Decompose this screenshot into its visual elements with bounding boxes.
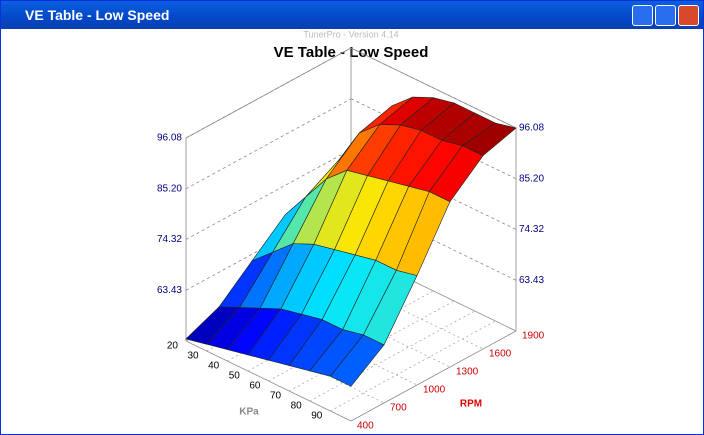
z-tick-label: 74.32 (519, 224, 544, 235)
watermark: TunerPro - Version 4.14 (303, 29, 398, 39)
floor-grid-line (185, 340, 352, 422)
x-tick-label: 50 (229, 371, 241, 382)
z-tick-label: 63.43 (157, 285, 182, 296)
y-tick-label: 1000 (423, 385, 446, 396)
y-tick-label: 700 (390, 403, 407, 414)
floor-grid-line (330, 320, 496, 412)
x-tick-label: 70 (270, 391, 282, 402)
window-title: VE Table - Low Speed (25, 7, 170, 23)
axis-edge (350, 330, 517, 422)
y-tick-label: 1900 (522, 331, 545, 342)
x-tick-label: 80 (291, 401, 303, 412)
x-tick-label: 20 (167, 341, 179, 352)
floor-grid-line (309, 310, 475, 402)
x-tick-label: 40 (208, 361, 220, 372)
y-axis-label: RPM (460, 399, 482, 410)
z-tick-label: 74.32 (157, 234, 182, 245)
z-tick-label: 85.20 (157, 183, 182, 194)
chart: TunerPro - Version 4.14 VE Table - Low S… (157, 29, 545, 432)
z-tick-label: 96.08 (519, 123, 544, 134)
z-tick-label: 85.20 (519, 173, 544, 184)
z-tick-label: 63.43 (519, 275, 544, 286)
maximize-button[interactable] (655, 5, 676, 26)
grid-line (185, 47, 352, 139)
y-tick-label: 1600 (489, 349, 512, 360)
x-tick-label: 30 (188, 351, 200, 362)
x-axis-label: KPa (239, 407, 259, 418)
grid-line (350, 47, 517, 129)
axis-edge (185, 47, 352, 139)
x-tick-label: 60 (249, 381, 261, 392)
title-bar: VE Table - Low Speed (1, 1, 703, 29)
floor-grid-line (288, 300, 455, 392)
z-tick-label: 96.08 (157, 133, 182, 144)
grid-line (185, 149, 352, 240)
surface-cell (329, 334, 385, 387)
y-tick-label: 1300 (456, 367, 479, 378)
close-button[interactable] (678, 5, 699, 26)
y-tick-label: 400 (357, 421, 374, 432)
minimize-button[interactable] (632, 5, 653, 26)
grid-line (185, 98, 352, 190)
x-tick-label: 90 (311, 411, 323, 422)
